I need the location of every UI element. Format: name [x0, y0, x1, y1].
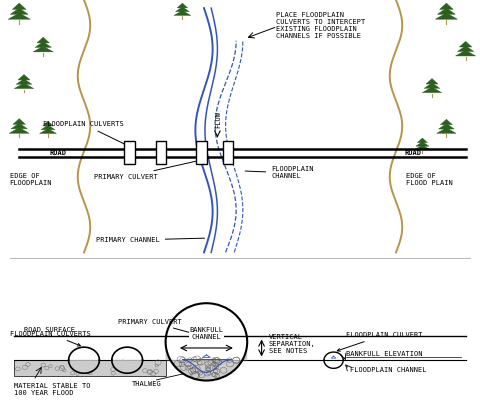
Polygon shape: [18, 74, 30, 80]
Text: FLOODPLAIN CHANNEL: FLOODPLAIN CHANNEL: [350, 368, 427, 373]
Text: VERTICAL
SEPARATION,
SEE NOTES: VERTICAL SEPARATION, SEE NOTES: [269, 334, 315, 354]
Polygon shape: [112, 360, 143, 373]
Text: PRIMARY CHANNEL: PRIMARY CHANNEL: [96, 237, 204, 243]
Polygon shape: [457, 46, 474, 52]
Text: BANKFULL ELEVATION: BANKFULL ELEVATION: [346, 351, 422, 357]
Text: FLOODPLAIN CULVERTS: FLOODPLAIN CULVERTS: [43, 121, 127, 145]
Text: ROAD SURFACE: ROAD SURFACE: [24, 326, 75, 333]
Polygon shape: [37, 37, 49, 43]
Text: FLOODPLAIN CULVERT: FLOODPLAIN CULVERT: [337, 332, 422, 351]
Polygon shape: [166, 342, 247, 381]
Polygon shape: [9, 128, 29, 133]
Polygon shape: [437, 8, 456, 14]
Text: FLOW: FLOW: [216, 111, 221, 128]
Text: EDGE OF
FLOODPLAIN: EDGE OF FLOODPLAIN: [10, 173, 52, 186]
Polygon shape: [176, 7, 189, 12]
Polygon shape: [8, 13, 30, 19]
Polygon shape: [10, 8, 28, 14]
Text: EDGE OF
FLOOD PLAIN: EDGE OF FLOOD PLAIN: [406, 173, 452, 186]
Text: FLOODPLAIN
CHANNEL: FLOODPLAIN CHANNEL: [245, 166, 314, 179]
Bar: [196, 142, 207, 164]
Bar: [156, 142, 166, 164]
Polygon shape: [69, 360, 99, 373]
Polygon shape: [174, 11, 191, 15]
Polygon shape: [418, 138, 427, 142]
Polygon shape: [426, 79, 438, 84]
Polygon shape: [39, 129, 57, 133]
Polygon shape: [416, 142, 429, 146]
Bar: [124, 142, 135, 164]
Polygon shape: [13, 119, 25, 125]
Polygon shape: [12, 3, 26, 9]
Text: BANKFULL
CHANNEL: BANKFULL CHANNEL: [190, 327, 223, 340]
Polygon shape: [414, 145, 431, 150]
Text: ROAD: ROAD: [49, 150, 66, 155]
Polygon shape: [33, 46, 53, 52]
Polygon shape: [177, 3, 188, 8]
Polygon shape: [437, 128, 456, 133]
Polygon shape: [439, 124, 454, 129]
Bar: [223, 142, 233, 164]
Polygon shape: [422, 87, 442, 93]
Text: MATERIAL STABLE TO
100 YEAR FLOOD: MATERIAL STABLE TO 100 YEAR FLOOD: [14, 383, 91, 396]
Text: PRIMARY CULVERT: PRIMARY CULVERT: [118, 319, 198, 335]
Polygon shape: [16, 79, 32, 84]
Text: PRIMARY CULVERT: PRIMARY CULVERT: [94, 160, 199, 180]
Polygon shape: [441, 119, 452, 125]
Text: ROAD: ROAD: [404, 150, 421, 155]
Text: FLOODPLAIN CULVERTS: FLOODPLAIN CULVERTS: [10, 331, 90, 346]
Polygon shape: [435, 13, 457, 19]
Polygon shape: [35, 42, 51, 48]
Text: PLACE FLOODPLAIN
CULVERTS TO INTERCEPT
EXISTING FLOODPLAIN
CHANNELS IF POSSIBLE: PLACE FLOODPLAIN CULVERTS TO INTERCEPT E…: [276, 12, 365, 39]
Polygon shape: [440, 3, 453, 9]
Polygon shape: [43, 121, 53, 126]
Polygon shape: [459, 42, 472, 47]
Polygon shape: [14, 83, 34, 89]
Polygon shape: [456, 50, 476, 56]
Polygon shape: [11, 123, 27, 129]
Polygon shape: [424, 83, 440, 88]
Text: THALWEG: THALWEG: [132, 381, 161, 387]
Polygon shape: [14, 360, 166, 376]
Polygon shape: [41, 125, 55, 130]
